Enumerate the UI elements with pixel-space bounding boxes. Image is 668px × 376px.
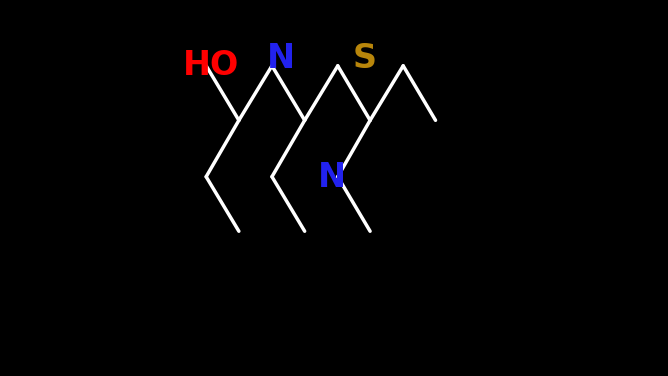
Text: HO: HO xyxy=(183,49,239,82)
Text: N: N xyxy=(267,42,295,75)
Text: S: S xyxy=(353,42,377,75)
Text: N: N xyxy=(318,161,346,194)
